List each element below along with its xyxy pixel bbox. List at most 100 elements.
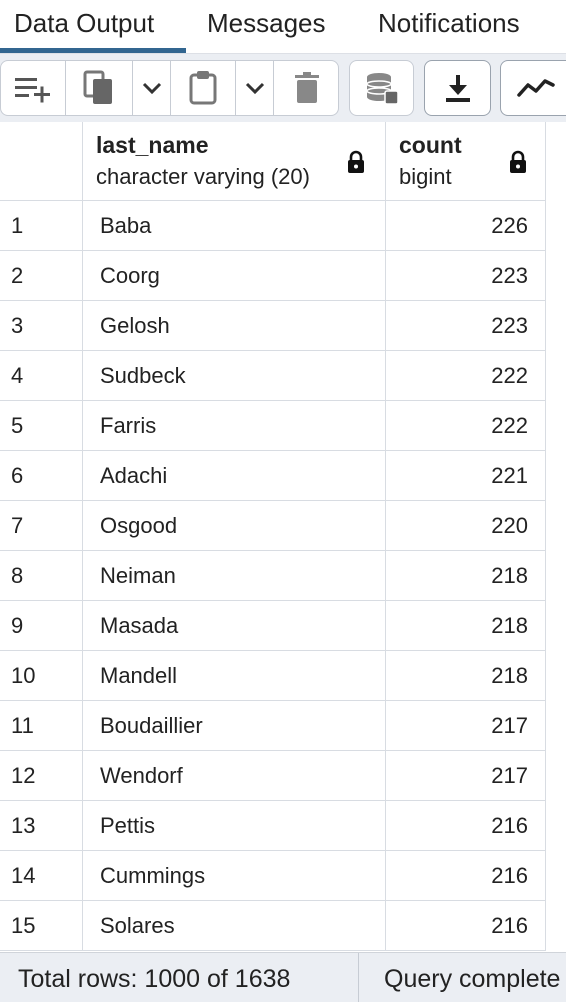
table-row[interactable]: 10 Mandell 218: [0, 651, 546, 701]
row-number-cell[interactable]: 10: [0, 651, 83, 701]
table-row[interactable]: 6 Adachi 221: [0, 451, 546, 501]
chevron-down-icon: [142, 82, 161, 95]
table-row[interactable]: 5 Farris 222: [0, 401, 546, 451]
count-cell[interactable]: 216: [386, 901, 546, 951]
last-name-cell[interactable]: Wendorf: [83, 751, 386, 801]
graph-visualiser-button[interactable]: [500, 60, 566, 116]
last-name-cell[interactable]: Adachi: [83, 451, 386, 501]
count-cell[interactable]: 218: [386, 551, 546, 601]
last-name-cell[interactable]: Osgood: [83, 501, 386, 551]
cell-value: Boudaillier: [100, 713, 203, 738]
tab-data-output[interactable]: Data Output: [14, 8, 155, 38]
count-cell[interactable]: 216: [386, 801, 546, 851]
table-row[interactable]: 7 Osgood 220: [0, 501, 546, 551]
table-row[interactable]: 11 Boudaillier 217: [0, 701, 546, 751]
cell-value: 223: [491, 313, 528, 338]
row-number-cell[interactable]: 11: [0, 701, 83, 751]
last-name-cell[interactable]: Gelosh: [83, 301, 386, 351]
cell-value: Neiman: [100, 563, 176, 588]
count-cell[interactable]: 226: [386, 201, 546, 251]
row-number: 3: [11, 313, 24, 338]
query-status-text: Query complete: [384, 965, 561, 993]
graph-icon: [517, 79, 555, 97]
last-name-cell[interactable]: Sudbeck: [83, 351, 386, 401]
table-row[interactable]: 8 Neiman 218: [0, 551, 546, 601]
last-name-cell[interactable]: Masada: [83, 601, 386, 651]
row-number-cell[interactable]: 14: [0, 851, 83, 901]
count-cell[interactable]: 222: [386, 401, 546, 451]
download-button[interactable]: [424, 60, 491, 116]
tab-notifications[interactable]: Notifications: [378, 8, 520, 38]
last-name-cell[interactable]: Cummings: [83, 851, 386, 901]
row-number-header[interactable]: [0, 122, 83, 201]
count-cell[interactable]: 216: [386, 851, 546, 901]
copy-options-dropdown[interactable]: [133, 60, 170, 116]
row-number-cell[interactable]: 13: [0, 801, 83, 851]
row-number-cell[interactable]: 9: [0, 601, 83, 651]
table-row[interactable]: 13 Pettis 216: [0, 801, 546, 851]
status-bar: Total rows: 1000 of 1638 Query complete: [0, 952, 566, 1002]
last-name-cell[interactable]: Farris: [83, 401, 386, 451]
last-name-cell[interactable]: Solares: [83, 901, 386, 951]
last-name-cell[interactable]: Baba: [83, 201, 386, 251]
copy-button[interactable]: [66, 60, 132, 116]
table-row[interactable]: 9 Masada 218: [0, 601, 546, 651]
table-row[interactable]: 4 Sudbeck 222: [0, 351, 546, 401]
table-row[interactable]: 12 Wendorf 217: [0, 751, 546, 801]
cell-value: Osgood: [100, 513, 178, 538]
count-cell[interactable]: 217: [386, 751, 546, 801]
cell-value: Wendorf: [100, 763, 183, 788]
row-number: 11: [11, 713, 34, 738]
count-cell[interactable]: 222: [386, 351, 546, 401]
column-type: character varying (20): [96, 164, 310, 189]
row-number-cell[interactable]: 8: [0, 551, 83, 601]
cell-value: Adachi: [100, 463, 168, 488]
save-data-button[interactable]: [349, 60, 414, 116]
last-name-cell[interactable]: Coorg: [83, 251, 386, 301]
count-cell[interactable]: 223: [386, 301, 546, 351]
row-number-cell[interactable]: 6: [0, 451, 83, 501]
count-cell[interactable]: 218: [386, 651, 546, 701]
last-name-cell[interactable]: Mandell: [83, 651, 386, 701]
row-number-cell[interactable]: 3: [0, 301, 83, 351]
lock-icon: [510, 150, 526, 173]
row-number: 15: [11, 913, 36, 938]
row-number: 4: [11, 363, 24, 388]
last-name-cell[interactable]: Pettis: [83, 801, 386, 851]
add-row-button[interactable]: [1, 60, 65, 116]
count-cell[interactable]: 220: [386, 501, 546, 551]
row-number-cell[interactable]: 7: [0, 501, 83, 551]
last-name-cell[interactable]: Neiman: [83, 551, 386, 601]
count-cell[interactable]: 223: [386, 251, 546, 301]
row-number-cell[interactable]: 15: [0, 901, 83, 951]
count-cell[interactable]: 221: [386, 451, 546, 501]
row-number-cell[interactable]: 1: [0, 201, 83, 251]
row-number: 13: [11, 813, 36, 838]
table-row[interactable]: 14 Cummings 216: [0, 851, 546, 901]
table-row[interactable]: 1 Baba 226: [0, 201, 546, 251]
table-row[interactable]: 15 Solares 216: [0, 901, 546, 951]
row-number: 8: [11, 563, 24, 588]
row-number-cell[interactable]: 4: [0, 351, 83, 401]
copy-icon: [83, 70, 112, 104]
row-number-cell[interactable]: 2: [0, 251, 83, 301]
column-header-count[interactable]: count bigint: [386, 122, 546, 201]
table-row[interactable]: 3 Gelosh 223: [0, 301, 546, 351]
count-cell[interactable]: 217: [386, 701, 546, 751]
delete-button[interactable]: [274, 60, 339, 116]
column-header-last-name[interactable]: last_name character varying (20): [83, 122, 386, 201]
paste-button[interactable]: [171, 60, 235, 116]
row-number: 1: [11, 213, 24, 238]
cell-value: Solares: [100, 913, 175, 938]
table-row[interactable]: 2 Coorg 223: [0, 251, 546, 301]
last-name-cell[interactable]: Boudaillier: [83, 701, 386, 751]
row-number-cell[interactable]: 5: [0, 401, 83, 451]
cell-value: 223: [491, 263, 528, 288]
row-number: 5: [11, 413, 24, 438]
total-rows-text: Total rows: 1000 of 1638: [18, 965, 291, 993]
count-cell[interactable]: 218: [386, 601, 546, 651]
paste-options-dropdown[interactable]: [236, 60, 273, 116]
cell-value: Sudbeck: [100, 363, 186, 388]
tab-messages[interactable]: Messages: [207, 8, 326, 38]
row-number-cell[interactable]: 12: [0, 751, 83, 801]
